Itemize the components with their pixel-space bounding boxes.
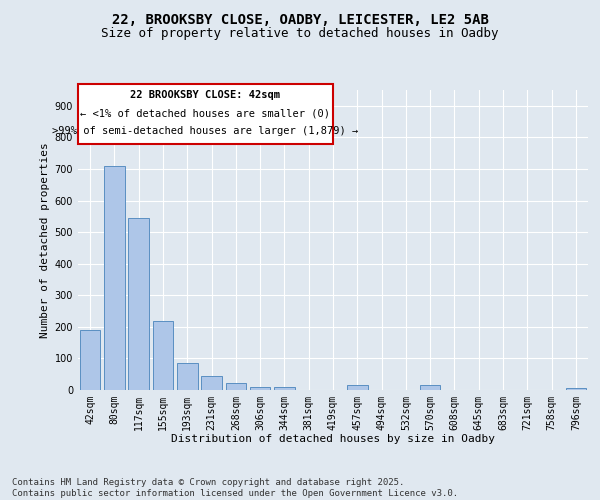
Bar xyxy=(104,166,125,390)
FancyBboxPatch shape xyxy=(78,84,333,144)
Text: 22 BROOKSBY CLOSE: 42sqm: 22 BROOKSBY CLOSE: 42sqm xyxy=(131,90,281,100)
Bar xyxy=(128,218,149,390)
Bar xyxy=(80,330,100,390)
Bar xyxy=(201,376,222,390)
Text: Contains HM Land Registry data © Crown copyright and database right 2025.
Contai: Contains HM Land Registry data © Crown c… xyxy=(12,478,458,498)
Bar xyxy=(274,387,295,390)
Bar xyxy=(347,386,368,390)
Y-axis label: Number of detached properties: Number of detached properties xyxy=(40,142,50,338)
Bar xyxy=(420,386,440,390)
Text: Size of property relative to detached houses in Oadby: Size of property relative to detached ho… xyxy=(101,28,499,40)
Bar xyxy=(226,383,246,390)
Text: 22, BROOKSBY CLOSE, OADBY, LEICESTER, LE2 5AB: 22, BROOKSBY CLOSE, OADBY, LEICESTER, LE… xyxy=(112,12,488,26)
Text: >99% of semi-detached houses are larger (1,879) →: >99% of semi-detached houses are larger … xyxy=(52,126,359,136)
Bar xyxy=(152,320,173,390)
X-axis label: Distribution of detached houses by size in Oadby: Distribution of detached houses by size … xyxy=(171,434,495,444)
Bar xyxy=(177,363,197,390)
Text: ← <1% of detached houses are smaller (0): ← <1% of detached houses are smaller (0) xyxy=(80,108,331,118)
Bar xyxy=(566,388,586,390)
Bar xyxy=(250,387,271,390)
